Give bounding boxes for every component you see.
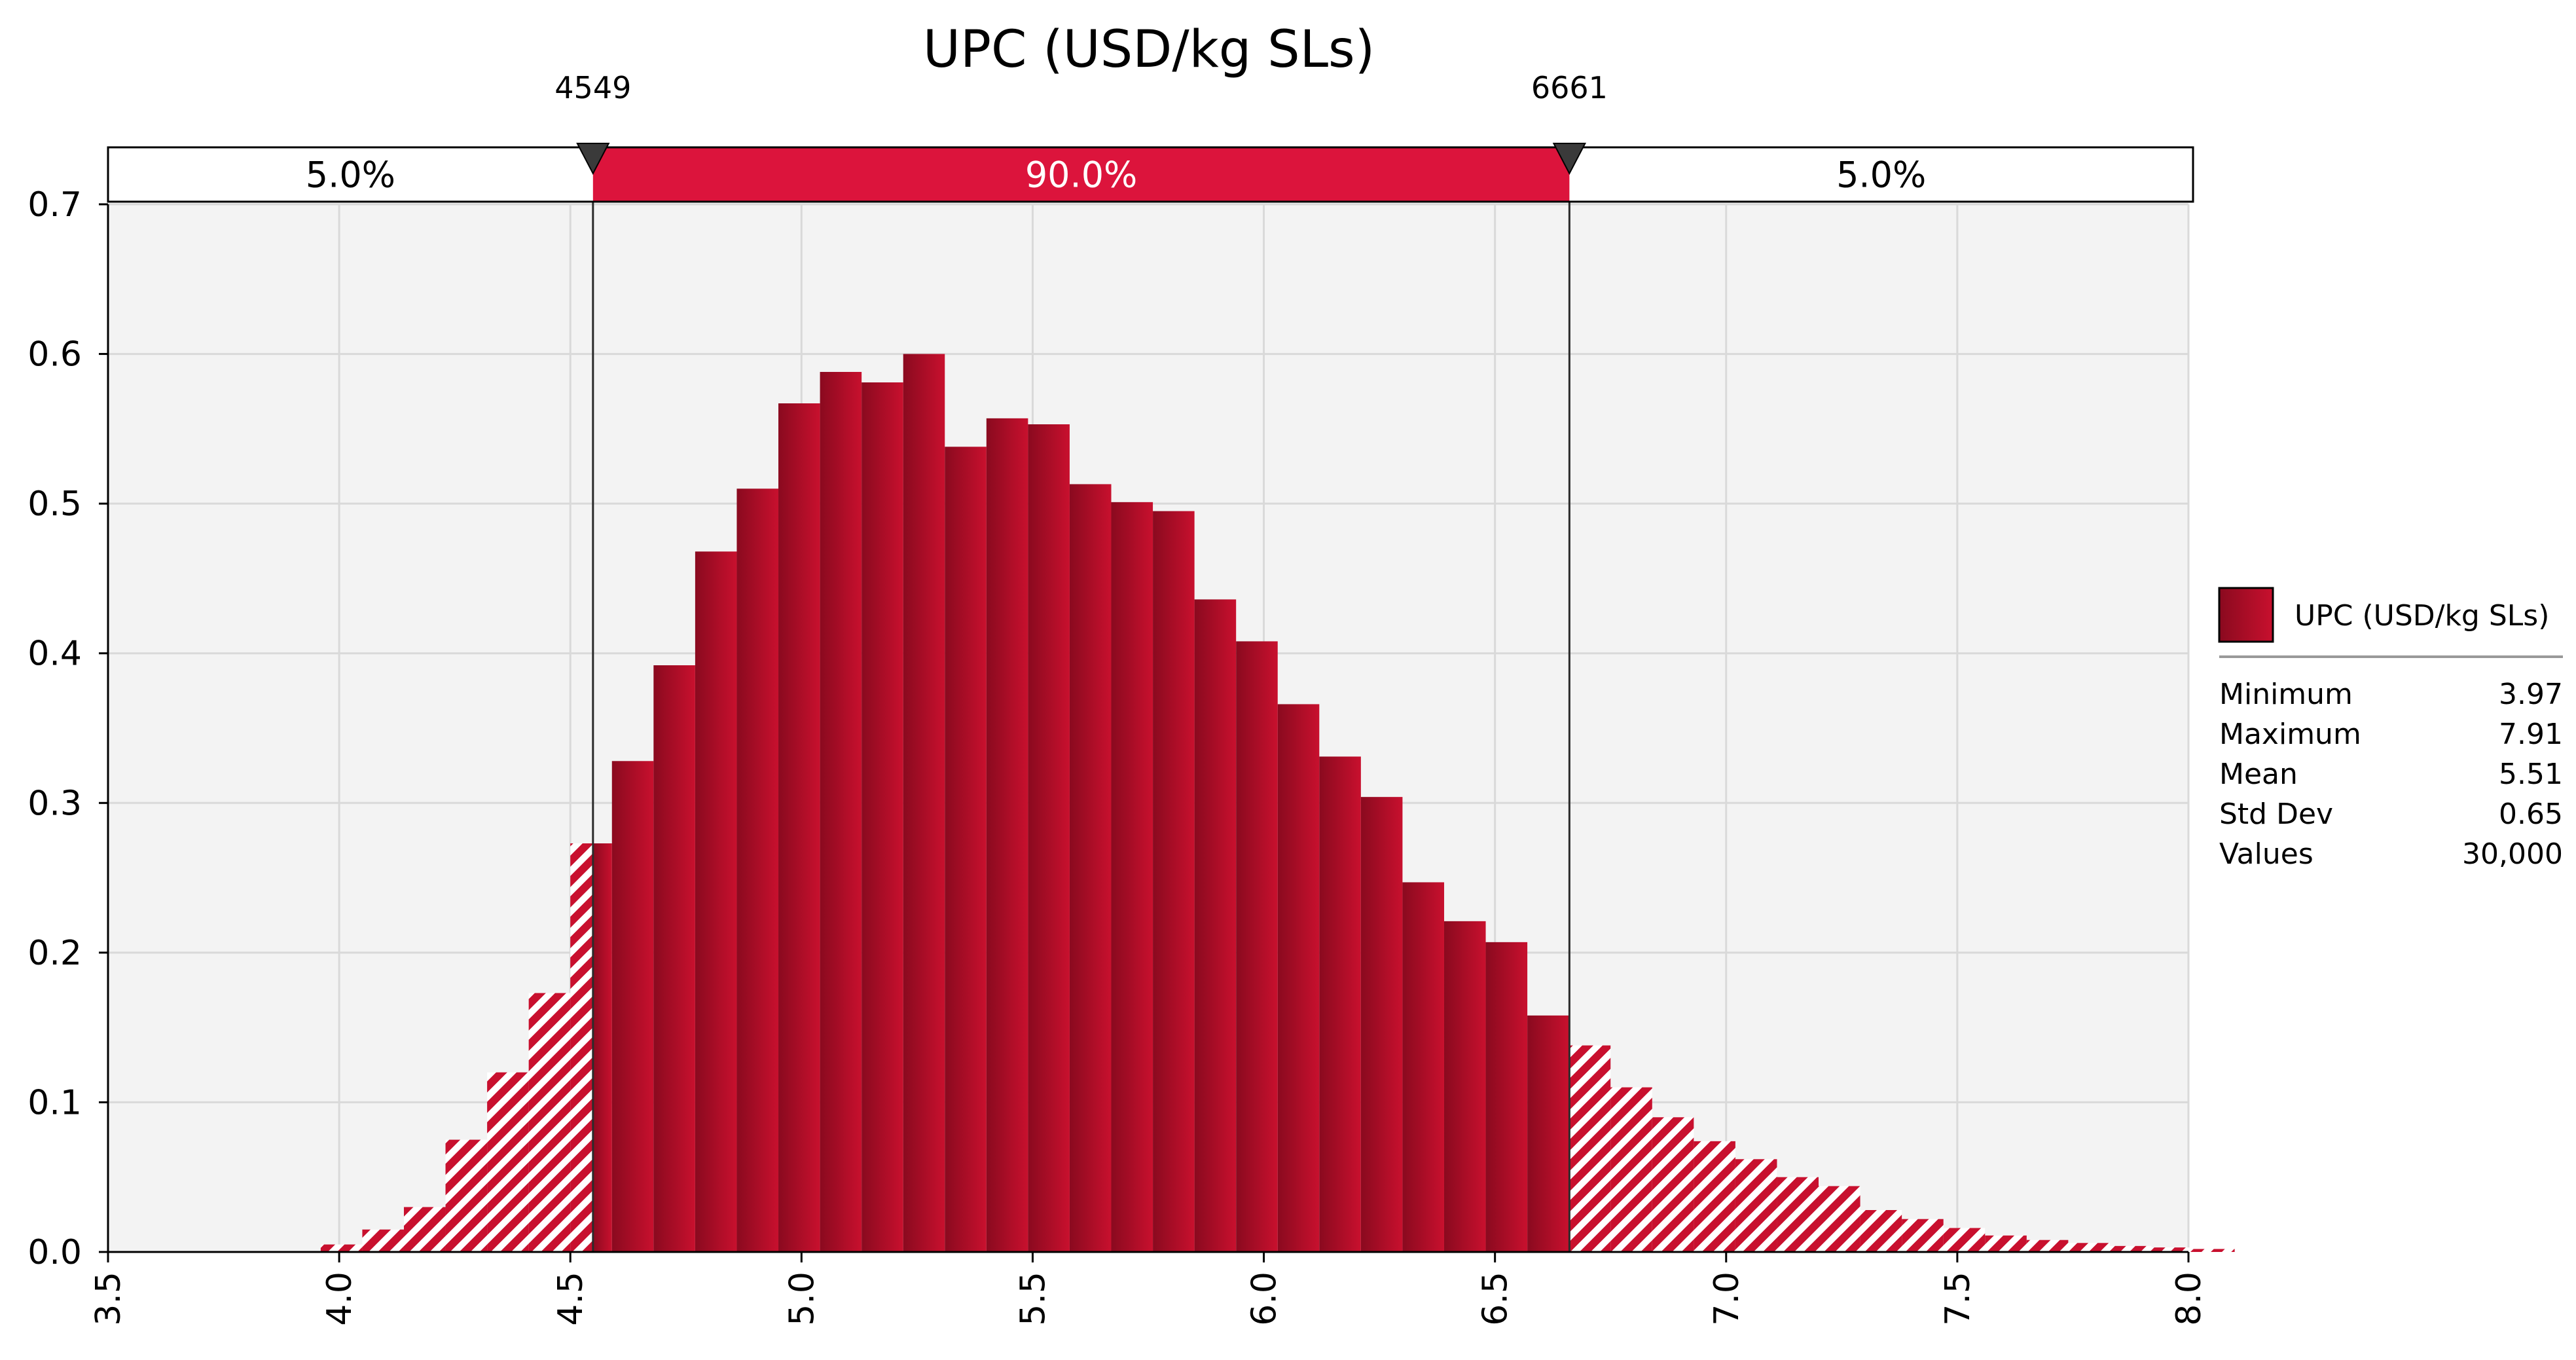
histogram-bar-hatched [1777, 1177, 1819, 1252]
histogram-bar-hatched [487, 1072, 529, 1252]
histogram-bar [1069, 484, 1112, 1252]
histogram-bar-hatched [403, 1207, 446, 1252]
histogram-bar-hatched [1610, 1087, 1652, 1252]
histogram-bar [820, 372, 862, 1252]
histogram-bar [778, 403, 820, 1252]
y-tick-label: 0.7 [27, 185, 82, 225]
band-left-label: 5.0% [306, 155, 395, 196]
x-tick-label: 3.5 [89, 1272, 128, 1326]
delimiter-left-label: 4549 [554, 70, 631, 105]
histogram-bar-hatched [445, 1139, 488, 1252]
legend: UPC (USD/kg SLs) Minimum 3.97 Maximum 7.91 Me… [2218, 587, 2563, 871]
histogram-bar-hatched [1569, 1045, 1611, 1252]
histogram-bar-hatched [528, 993, 571, 1252]
y-tick-label: 0.6 [27, 335, 82, 375]
legend-swatch [2218, 587, 2274, 643]
band-middle-label: 90.0% [1025, 155, 1138, 196]
delimiter-right-label: 6661 [1531, 70, 1608, 105]
histogram-bar [736, 488, 779, 1253]
histogram-bar [945, 447, 987, 1253]
histogram-bar [1319, 756, 1361, 1252]
histogram-bar-hatched [2151, 1247, 2194, 1252]
x-tick-label: 4.5 [551, 1272, 590, 1326]
histogram-bar [695, 551, 737, 1253]
legend-stat-value: 30,000 [2462, 837, 2563, 871]
histogram-bar [653, 665, 695, 1252]
legend-series-name: UPC (USD/kg SLs) [2295, 599, 2549, 633]
histogram-bar-hatched [1652, 1117, 1694, 1252]
histogram-bar-hatched [1819, 1186, 1860, 1252]
histogram-bar [1360, 797, 1403, 1252]
x-tick-label: 4.0 [320, 1272, 359, 1326]
plot-area [107, 202, 2235, 1253]
histogram-bar [862, 382, 903, 1252]
histogram-bar-hatched [2068, 1243, 2110, 1252]
legend-stat-label: Mean [2219, 758, 2298, 791]
legend-stat-label: Maximum [2219, 718, 2361, 751]
histogram-bar-hatched [1902, 1219, 1944, 1252]
histogram-bar [1527, 1015, 1569, 1252]
x-tick-label: 6.0 [1245, 1272, 1284, 1326]
delimiter-band-bar[interactable]: 5.0% 90.0% 5.0% 4549 6661 [107, 70, 2194, 203]
axes: 0.0 0.1 0.2 0.3 0.4 0.5 0.6 0.7 3.5 4.0 4.5 5.0 5.5 6… [27, 185, 2209, 1326]
x-tick-label: 8.0 [2169, 1272, 2209, 1326]
chart-title: UPC (USD/kg SLs) [923, 20, 1375, 79]
y-tick-label: 0.4 [27, 634, 82, 674]
histogram-bar-hatched [2193, 1249, 2235, 1252]
y-tick-label: 0.5 [27, 485, 82, 524]
legend-stat-value: 0.65 [2499, 798, 2563, 831]
y-tick-label: 0.3 [27, 784, 82, 823]
x-tick-label: 7.5 [1938, 1272, 1978, 1326]
band-border [107, 146, 2194, 203]
legend-stat-label: Minimum [2219, 678, 2353, 711]
histogram-bar-hatched [570, 843, 593, 1252]
histogram-bar-hatched [1943, 1228, 1986, 1252]
histogram-bar [1485, 942, 1528, 1252]
legend-stat-value: 5.51 [2499, 758, 2563, 791]
legend-stat-value: 7.91 [2499, 718, 2563, 751]
histogram-bar-hatched [1860, 1210, 1902, 1252]
histogram-bar-hatched [1694, 1141, 1735, 1252]
histogram-bar [611, 761, 654, 1252]
legend-stat-label: Values [2219, 837, 2313, 871]
histogram-bar-hatched [1735, 1159, 1777, 1252]
legend-stat-label: Std Dev [2219, 798, 2333, 831]
histogram-bar-hatched [320, 1244, 363, 1252]
histogram-bar [1236, 641, 1278, 1252]
y-tick-label: 0.2 [27, 934, 82, 973]
histogram-bar-hatched [2026, 1240, 2069, 1252]
histogram-bar-hatched [1985, 1235, 2027, 1252]
x-tick-label: 5.0 [782, 1272, 822, 1326]
delimiter-marker-icon [1552, 143, 1587, 175]
histogram-bar [1153, 511, 1195, 1252]
histogram-bar [1402, 882, 1444, 1252]
histogram-bar-hatched [2109, 1245, 2152, 1252]
histogram-bar [1111, 502, 1153, 1252]
histogram-bar-hatched [362, 1229, 404, 1252]
x-tick-label: 7.0 [1707, 1272, 1747, 1326]
legend-stat-value: 3.97 [2499, 678, 2563, 711]
histogram-bar [1194, 599, 1237, 1252]
y-tick-label: 0.1 [27, 1083, 82, 1122]
band-right-label: 5.0% [1836, 155, 1926, 196]
band-middle [592, 147, 1570, 202]
histogram-bar [1443, 921, 1486, 1252]
histogram-bar [986, 418, 1028, 1252]
histogram-bar [903, 354, 945, 1252]
histogram-bar [1028, 424, 1070, 1252]
histogram-bar [1277, 704, 1320, 1252]
y-tick-label: 0.0 [27, 1233, 82, 1272]
histogram-bar [592, 843, 612, 1252]
delimiter-marker-icon [576, 143, 610, 175]
x-tick-label: 5.5 [1013, 1272, 1053, 1326]
x-tick-label: 6.5 [1476, 1272, 1515, 1326]
